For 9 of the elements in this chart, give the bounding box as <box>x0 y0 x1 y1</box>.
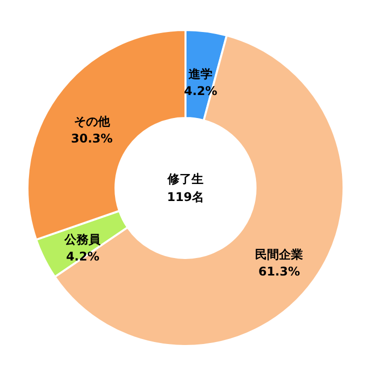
data-label: 30.3% <box>71 131 113 146</box>
data-label: 61.3% <box>258 264 300 279</box>
slice-label: その他 <box>74 114 111 128</box>
slice-label: 進学 <box>188 67 213 81</box>
slice-label: 民間企業 <box>255 248 304 262</box>
data-label: 4.2% <box>66 250 100 264</box>
slice-label: 公務員 <box>64 232 102 247</box>
text: 119名 <box>166 190 204 204</box>
text: 修了生 <box>166 172 204 186</box>
